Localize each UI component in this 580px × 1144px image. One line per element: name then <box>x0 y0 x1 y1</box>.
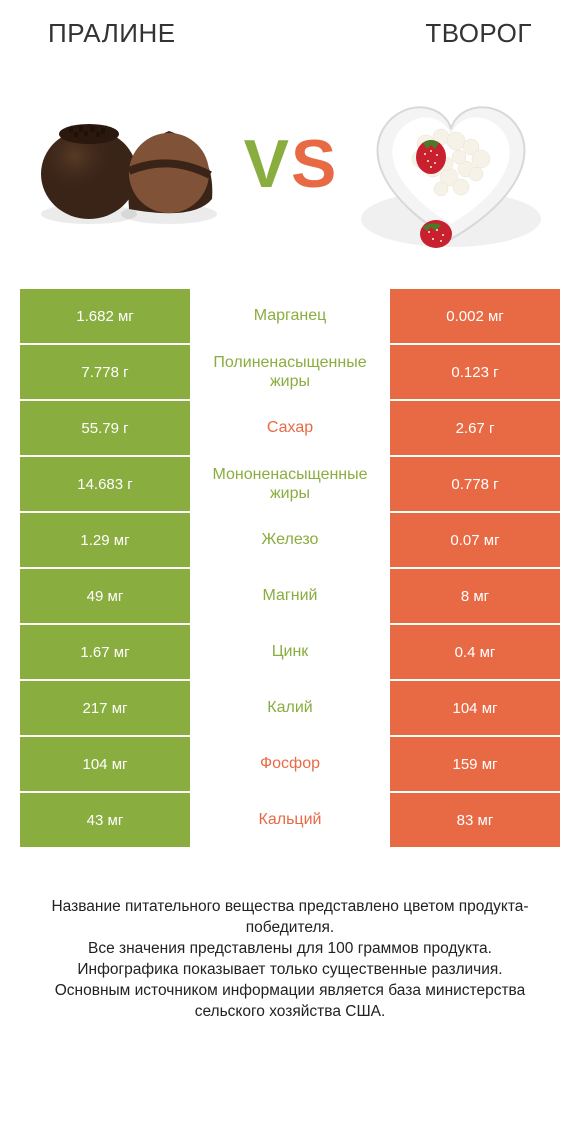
table-row: 7.778 гПолиненасыщенные жиры0.123 г <box>20 345 560 399</box>
left-value-cell: 7.778 г <box>20 345 190 399</box>
table-row: 49 мгМагний8 мг <box>20 569 560 623</box>
left-value-cell: 1.67 мг <box>20 625 190 679</box>
nutrient-label: Полиненасыщенные жиры <box>190 345 390 399</box>
nutrient-label: Кальций <box>190 793 390 847</box>
hero-row: V S <box>0 59 580 289</box>
nutrient-label: Сахар <box>190 401 390 455</box>
comparison-table: 1.682 мгМарганец0.002 мг7.778 гПолиненас… <box>0 289 580 847</box>
right-value-cell: 0.07 мг <box>390 513 560 567</box>
right-value-cell: 2.67 г <box>390 401 560 455</box>
nutrient-label: Цинк <box>190 625 390 679</box>
table-row: 1.67 мгЦинк0.4 мг <box>20 625 560 679</box>
nutrient-label: Мононенасыщенные жиры <box>190 457 390 511</box>
table-row: 104 мгФосфор159 мг <box>20 737 560 791</box>
left-value-cell: 104 мг <box>20 737 190 791</box>
left-value-cell: 217 мг <box>20 681 190 735</box>
right-value-cell: 159 мг <box>390 737 560 791</box>
left-value-cell: 43 мг <box>20 793 190 847</box>
right-product-image <box>342 69 560 259</box>
right-value-cell: 0.778 г <box>390 457 560 511</box>
left-value-cell: 14.683 г <box>20 457 190 511</box>
cottage-cheese-icon <box>351 69 551 259</box>
left-value-cell: 1.29 мг <box>20 513 190 567</box>
footer-line: Основным источником информации является … <box>24 981 556 1023</box>
right-value-cell: 0.123 г <box>390 345 560 399</box>
footer-line: Все значения представлены для 100 граммо… <box>24 939 556 960</box>
footer-notes: Название питательного вещества представл… <box>0 847 580 1043</box>
left-value-cell: 1.682 мг <box>20 289 190 343</box>
left-value-cell: 49 мг <box>20 569 190 623</box>
table-row: 55.79 гСахар2.67 г <box>20 401 560 455</box>
table-row: 1.682 мгМарганец0.002 мг <box>20 289 560 343</box>
right-value-cell: 83 мг <box>390 793 560 847</box>
table-row: 14.683 гМононенасыщенные жиры0.778 г <box>20 457 560 511</box>
right-value-cell: 0.002 мг <box>390 289 560 343</box>
nutrient-label: Фосфор <box>190 737 390 791</box>
right-value-cell: 104 мг <box>390 681 560 735</box>
nutrient-label: Марганец <box>190 289 390 343</box>
right-product-title: ТВОРОГ <box>425 18 532 49</box>
vs-s: S <box>291 130 336 198</box>
nutrient-label: Калий <box>190 681 390 735</box>
header: ПРАЛИНЕ ТВОРОГ <box>0 0 580 59</box>
vs-v: V <box>244 130 289 198</box>
left-product-image <box>20 99 238 229</box>
table-row: 1.29 мгЖелезо0.07 мг <box>20 513 560 567</box>
nutrient-label: Магний <box>190 569 390 623</box>
vs-label: V S <box>238 130 343 198</box>
praline-icon <box>34 99 224 229</box>
footer-line: Инфографика показывает только существенн… <box>24 960 556 981</box>
footer-line: Название питательного вещества представл… <box>24 897 556 939</box>
left-value-cell: 55.79 г <box>20 401 190 455</box>
nutrient-label: Железо <box>190 513 390 567</box>
right-value-cell: 0.4 мг <box>390 625 560 679</box>
table-row: 43 мгКальций83 мг <box>20 793 560 847</box>
left-product-title: ПРАЛИНЕ <box>48 18 176 49</box>
table-row: 217 мгКалий104 мг <box>20 681 560 735</box>
right-value-cell: 8 мг <box>390 569 560 623</box>
